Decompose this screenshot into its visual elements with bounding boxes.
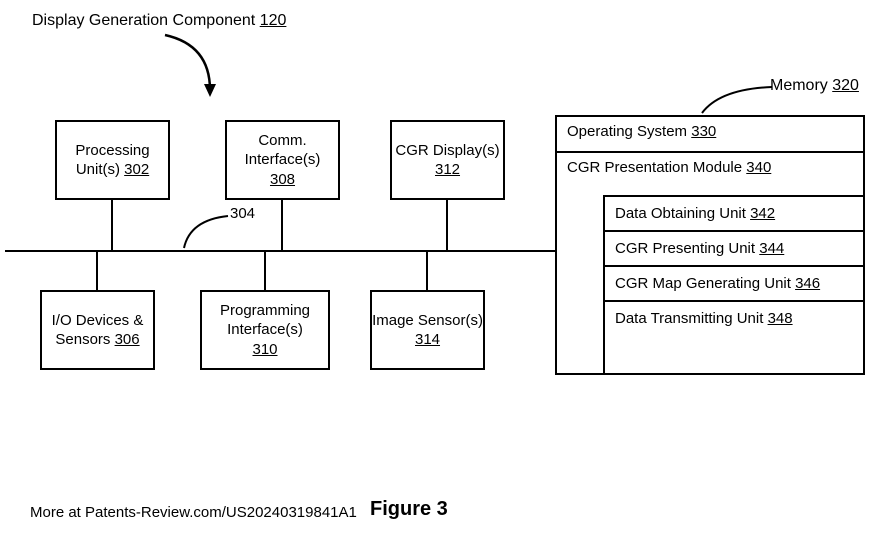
figure-caption: Figure 3: [370, 498, 448, 521]
block-comm-text: Comm. Interface(s): [245, 132, 321, 169]
memory-row-module-text: CGR Presentation Module: [567, 159, 742, 176]
memory-sub-4-ref: 348: [768, 310, 793, 327]
system-bus-line: [5, 250, 555, 252]
memory-row-module-ref: 340: [746, 159, 771, 176]
memory-sub-3: CGR Map Generating Unit 346: [605, 267, 865, 302]
memory-sub-3-text: CGR Map Generating Unit: [615, 275, 791, 292]
memory-sub-4-text: Data Transmitting Unit: [615, 310, 763, 327]
memory-sub-3-ref: 346: [795, 275, 820, 292]
block-programming-ref: 310: [252, 341, 277, 358]
block-cgr-display-ref: 312: [435, 161, 460, 178]
block-comm: Comm. Interface(s) 308: [225, 120, 340, 200]
memory-sub-1-ref: 342: [750, 205, 775, 222]
memory-label-ref: 320: [832, 77, 859, 94]
block-io-devices: I/O Devices & Sensors 306: [40, 290, 155, 370]
footer-source: More at Patents-Review.com/US20240319841…: [30, 504, 357, 521]
block-image-sensor-text: Image Sensor(s): [372, 312, 483, 329]
block-comm-ref: 308: [270, 171, 295, 188]
memory-sub-1: Data Obtaining Unit 342: [605, 197, 865, 232]
block-cgr-display-text: CGR Display(s): [395, 142, 499, 159]
block-programming-text: Programming Interface(s): [220, 302, 310, 339]
block-cgr-display: CGR Display(s) 312: [390, 120, 505, 200]
bus-ref-label: 304: [230, 205, 255, 222]
block-image-sensor-ref: 314: [415, 331, 440, 348]
memory-sub-4: Data Transmitting Unit 348: [605, 302, 865, 335]
memory-label: Memory 320: [770, 77, 859, 95]
block-programming: Programming Interface(s) 310: [200, 290, 330, 370]
conn-image-sensor: [426, 252, 428, 290]
title-pointer-arrow: [155, 35, 235, 105]
block-io-ref: 306: [115, 331, 140, 348]
conn-programming: [264, 252, 266, 290]
diagram-title: Display Generation Component 120: [32, 12, 286, 30]
memory-sub-2-text: CGR Presenting Unit: [615, 240, 755, 257]
conn-io: [96, 252, 98, 290]
conn-processing: [111, 200, 113, 250]
diagram-title-text: Display Generation Component: [32, 12, 255, 29]
memory-row-os: Operating System 330: [557, 117, 863, 153]
conn-cgr-display: [446, 200, 448, 250]
block-image-sensor: Image Sensor(s) 314: [370, 290, 485, 370]
memory-row-module: CGR Presentation Module 340: [557, 153, 863, 189]
diagram-title-ref: 120: [260, 12, 287, 29]
block-processing-ref: 302: [124, 161, 149, 178]
memory-row-os-ref: 330: [691, 123, 716, 140]
conn-comm: [281, 200, 283, 250]
memory-row-os-text: Operating System: [567, 123, 687, 140]
memory-sub-1-text: Data Obtaining Unit: [615, 205, 746, 222]
memory-label-text: Memory: [770, 77, 828, 94]
memory-sub-2-ref: 344: [759, 240, 784, 257]
memory-sublist: Data Obtaining Unit 342 CGR Presenting U…: [603, 195, 865, 373]
memory-sub-2: CGR Presenting Unit 344: [605, 232, 865, 267]
block-processing: Processing Unit(s) 302: [55, 120, 170, 200]
